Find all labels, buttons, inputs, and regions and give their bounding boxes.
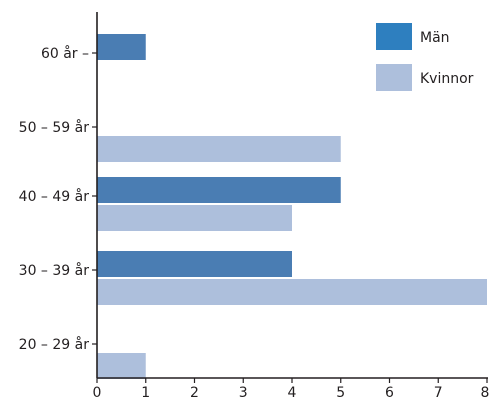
bar-män-2 (97, 177, 341, 203)
legend-swatch-kvinnor (376, 64, 412, 91)
x-tick-label-2: 2 (190, 385, 199, 401)
bar-kvinnor-4 (97, 353, 146, 379)
bar-män-0 (97, 34, 146, 60)
x-tick-label-1: 1 (141, 385, 150, 401)
legend-label-kvinnor: Kvinnor (420, 71, 474, 87)
bar-kvinnor-3 (97, 279, 487, 305)
category-label-1: 50 – 59 år (19, 119, 90, 136)
x-tick-label-7: 7 (434, 385, 443, 401)
x-tick-label-5: 5 (336, 385, 345, 401)
x-tick-label-6: 6 (385, 385, 394, 401)
bar-män-3 (97, 251, 292, 277)
x-tick-label-4: 4 (288, 385, 297, 401)
x-tick-label-0: 0 (93, 385, 102, 401)
bar-kvinnor-2 (97, 205, 292, 231)
category-label-2: 40 – 49 år (19, 188, 90, 205)
legend-label-män: Män (420, 30, 450, 46)
category-label-0: 60 år – (41, 45, 89, 62)
axes-group (92, 12, 488, 383)
x-tick-label-8: 8 (481, 385, 490, 401)
x-tick-labels: 0 1 2 3 4 5 6 7 8 (93, 385, 490, 401)
legend-swatch-män (376, 23, 412, 50)
bar-kvinnor-1 (97, 136, 341, 162)
category-labels: 60 år – 50 – 59 år 40 – 49 år 30 – 39 år 20 … (19, 45, 90, 353)
bars-group (97, 34, 487, 379)
category-label-4: 20 – 29 år (19, 336, 90, 353)
legend: Män Kvinnor (376, 23, 474, 91)
x-tick-label-3: 3 (239, 385, 248, 401)
category-label-3: 30 – 39 år (19, 262, 90, 279)
